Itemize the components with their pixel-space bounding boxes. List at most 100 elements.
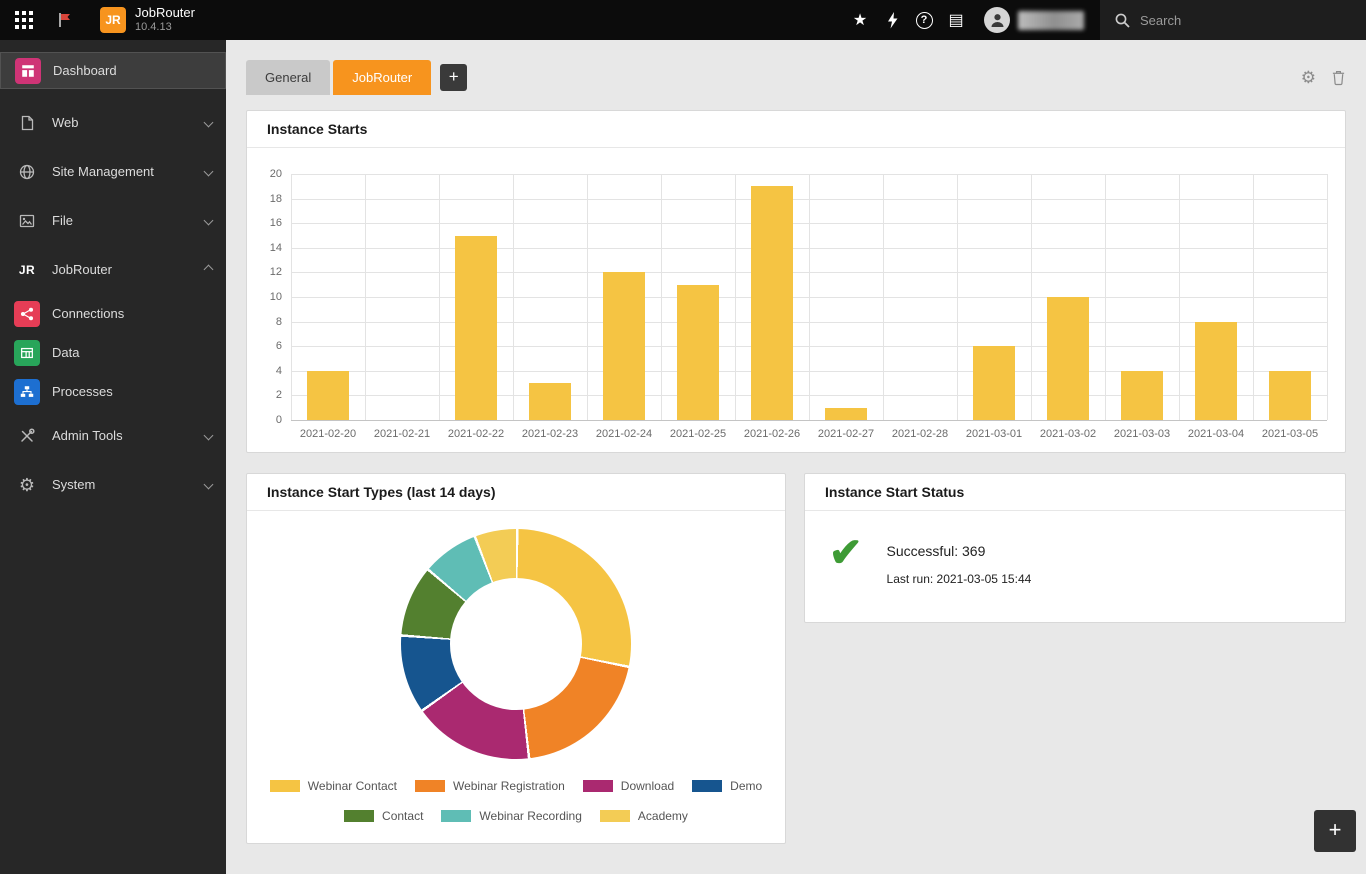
tab-general[interactable]: General	[246, 60, 331, 95]
bar[interactable]	[825, 407, 867, 420]
bar[interactable]	[1121, 370, 1163, 420]
apps-grid-icon[interactable]	[8, 0, 40, 40]
help-icon[interactable]: ?	[908, 0, 940, 40]
bar[interactable]	[973, 346, 1015, 420]
bar-chart-yaxis: 0 2 4 6 8 10 12 14 16 18 20	[253, 168, 291, 426]
legend-swatch	[414, 780, 445, 792]
legend-item[interactable]: Webinar Contact	[269, 779, 397, 793]
bar[interactable]	[1269, 370, 1311, 420]
search-input[interactable]	[1140, 12, 1330, 28]
legend-item[interactable]: Webinar Recording	[441, 809, 582, 823]
x-tick-label: 2021-02-23	[521, 428, 579, 440]
legend-item[interactable]: Contact	[344, 809, 423, 823]
chevron-up-icon	[203, 264, 214, 275]
gridline-v	[735, 174, 736, 420]
bar[interactable]	[455, 235, 497, 420]
status-last-run: Last run: 2021-03-05 15:44	[886, 572, 1032, 586]
person-glyph	[991, 14, 1003, 27]
x-tick-label: 2021-03-02	[1039, 428, 1097, 440]
gridline-v	[291, 174, 292, 420]
globe-icon	[14, 159, 40, 185]
dashboard-trash-icon[interactable]	[1331, 69, 1346, 86]
success-check-icon: ✔	[829, 531, 863, 575]
status-body: ✔ Successful: 369 Last run: 2021-03-05 1…	[805, 511, 1345, 622]
sidebar-item-connections[interactable]: Connections	[0, 294, 226, 333]
x-tick-label: 2021-02-24	[595, 428, 653, 440]
widget-start-status: Instance Start Status ✔ Successful: 369 …	[804, 473, 1346, 623]
tab-jobrouter[interactable]: JobRouter	[333, 60, 432, 95]
bar[interactable]	[751, 186, 793, 420]
x-tick-label: 2021-02-21	[373, 428, 431, 440]
search-icon	[1114, 12, 1131, 29]
pinned-shortcut-icon[interactable]	[48, 0, 80, 40]
y-tick-label: 6	[275, 340, 282, 353]
legend-label: Webinar Registration	[452, 779, 565, 793]
dashboard-icon	[15, 57, 41, 84]
star-glyph: ★	[852, 12, 868, 29]
user-menu[interactable]	[984, 7, 1084, 33]
data-table-icon	[14, 339, 40, 366]
topbar: JR JobRouter 10.4.13 ★ ? ▤	[0, 0, 1366, 40]
dashboard-settings-icon[interactable]: ⚙	[1300, 68, 1316, 87]
bar-chart: 0 2 4 6 8 10 12 14 16 18 20 2021-02-20 2021-02-21 20…	[247, 148, 1345, 452]
sidebar-item-web[interactable]: Web	[0, 98, 226, 147]
donut-chart[interactable]	[401, 529, 631, 759]
widget-instance-starts: Instance Starts 0 2 4 6 8 10 12 14 16 18 20 2021-0…	[246, 110, 1346, 453]
widgets-row: Instance Start Types (last 14 days) Webi…	[246, 473, 1346, 844]
y-tick-label: 8	[275, 315, 282, 328]
y-tick-label: 0	[275, 414, 282, 426]
legend-item[interactable]: Webinar Registration	[414, 779, 565, 793]
chevron-down-icon	[203, 479, 214, 490]
x-tick-label: 2021-03-01	[965, 428, 1023, 440]
donut-hole	[450, 578, 582, 710]
bar[interactable]	[1195, 321, 1237, 420]
sidebar-item-processes[interactable]: Processes	[0, 372, 226, 411]
sidebar-item-admin-tools[interactable]: Admin Tools	[0, 411, 226, 460]
x-tick-label: 2021-03-03	[1113, 428, 1171, 440]
xaxis-spacer	[253, 420, 291, 440]
legend-label: Download	[620, 779, 675, 793]
bar-chart-plot	[291, 174, 1328, 421]
bar[interactable]	[529, 383, 571, 420]
y-tick-label: 4	[275, 364, 282, 377]
gridline-v	[883, 174, 884, 420]
bar[interactable]	[307, 370, 349, 420]
jobrouter-logo[interactable]: JR	[100, 7, 126, 33]
legend-item[interactable]: Demo	[692, 779, 762, 793]
search-bar[interactable]	[1100, 0, 1366, 40]
bar[interactable]	[603, 272, 645, 420]
legend-swatch	[599, 810, 630, 822]
bar[interactable]	[1047, 297, 1089, 420]
news-glyph: ▤	[948, 12, 964, 29]
flag-glyph	[58, 13, 70, 27]
quickstart-bolt-icon[interactable]	[876, 0, 908, 40]
sidebar-item-data[interactable]: Data	[0, 333, 226, 372]
logo-text: JR	[105, 13, 121, 27]
favorites-star-icon[interactable]: ★	[844, 0, 876, 40]
legend-swatch	[441, 810, 472, 822]
widget-title: Instance Start Types (last 14 days)	[247, 474, 785, 511]
legend-item[interactable]: Download	[582, 779, 675, 793]
sidebar-item-file[interactable]: File	[0, 196, 226, 245]
news-icon[interactable]: ▤	[940, 0, 972, 40]
sidebar-item-label: System	[52, 477, 96, 492]
x-tick-label: 2021-02-20	[299, 428, 357, 440]
apps-grid-glyph	[15, 11, 33, 29]
legend-label: Academy	[637, 809, 688, 823]
sidebar-item-site-management[interactable]: Site Management	[0, 147, 226, 196]
user-name-redacted	[1018, 10, 1084, 30]
topbar-left: JR JobRouter 10.4.13	[0, 0, 195, 40]
sidebar-item-jobrouter[interactable]: JR JobRouter	[0, 245, 226, 294]
add-tab-button[interactable]: +	[440, 64, 468, 91]
bar[interactable]	[677, 284, 719, 420]
sidebar-item-dashboard[interactable]: Dashboard	[0, 52, 226, 89]
gridline-v	[513, 174, 514, 420]
chevron-down-icon	[203, 430, 214, 441]
status-texts: Successful: 369 Last run: 2021-03-05 15:…	[887, 535, 1032, 586]
x-tick-label: 2021-02-25	[669, 428, 727, 440]
main-layout: Dashboard Web Site Management	[0, 40, 1366, 874]
add-widget-button[interactable]: +	[1314, 810, 1356, 852]
legend-item[interactable]: Academy	[599, 809, 688, 823]
bar-chart-xaxis: 2021-02-20 2021-02-21 2021-02-22 2021-02-23…	[291, 420, 1327, 440]
sidebar-item-system[interactable]: ⚙ System	[0, 460, 226, 509]
